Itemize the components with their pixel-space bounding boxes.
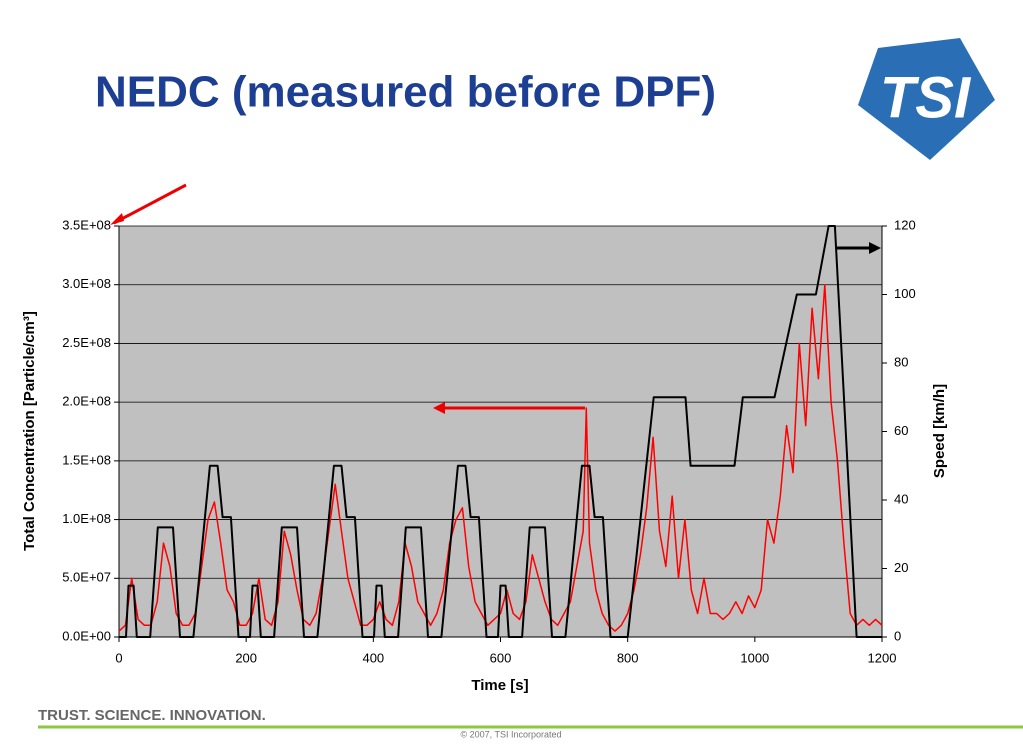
y-tick-label: 2.5E+08	[62, 335, 111, 350]
y-tick-label: 2.0E+08	[62, 394, 111, 409]
slide-title: NEDC (measured before DPF)	[95, 68, 716, 117]
y2-axis-label: Speed [km/h]	[931, 384, 948, 478]
x-tick-label: 200	[235, 650, 257, 665]
footer: © 2007, TSI Incorporated	[460, 729, 561, 739]
series-line	[118, 283, 883, 632]
y2-tick-label: 120	[894, 217, 916, 232]
y-tick-label: 3.0E+08	[62, 276, 111, 291]
annotation-arrowhead	[433, 402, 445, 414]
x-tick-label: 0	[115, 650, 122, 665]
y2-tick-label: 80	[894, 354, 908, 369]
y2-tick-label: 40	[894, 491, 908, 506]
y2-tick-label: 100	[894, 286, 916, 301]
logo: TSI	[858, 38, 995, 160]
y-tick-label: 0.0E+00	[62, 628, 111, 643]
y-tick-label: 3.5E+08	[62, 217, 111, 232]
y2-tick-label: 0	[894, 628, 901, 643]
x-axis-label: Time [s]	[471, 677, 528, 694]
x-tick-label: 400	[362, 650, 384, 665]
x-tick-label: 600	[490, 650, 512, 665]
plot-area	[119, 226, 882, 637]
x-tick-label: 1000	[740, 650, 769, 665]
y2-tick-label: 60	[894, 423, 908, 438]
logo-shape	[858, 38, 995, 160]
y-tick-label: 5.0E+07	[62, 570, 111, 585]
x-tick-label: 1200	[868, 650, 897, 665]
annotation-arrowhead	[869, 242, 881, 254]
y-tick-label: 1.5E+08	[62, 452, 111, 467]
logo-text: TSI	[880, 65, 972, 130]
y-tick-label: 1.0E+08	[62, 511, 111, 526]
y-axis-label: Total Concentration [Particle/cm³]	[21, 311, 38, 551]
tagline: TRUST. SCIENCE. INNOVATION.	[38, 707, 266, 724]
series-line	[119, 225, 882, 638]
annotation-arrow	[113, 183, 187, 225]
annotation-arrowhead	[110, 213, 124, 225]
y2-tick-label: 20	[894, 560, 908, 575]
x-tick-label: 800	[617, 650, 639, 665]
